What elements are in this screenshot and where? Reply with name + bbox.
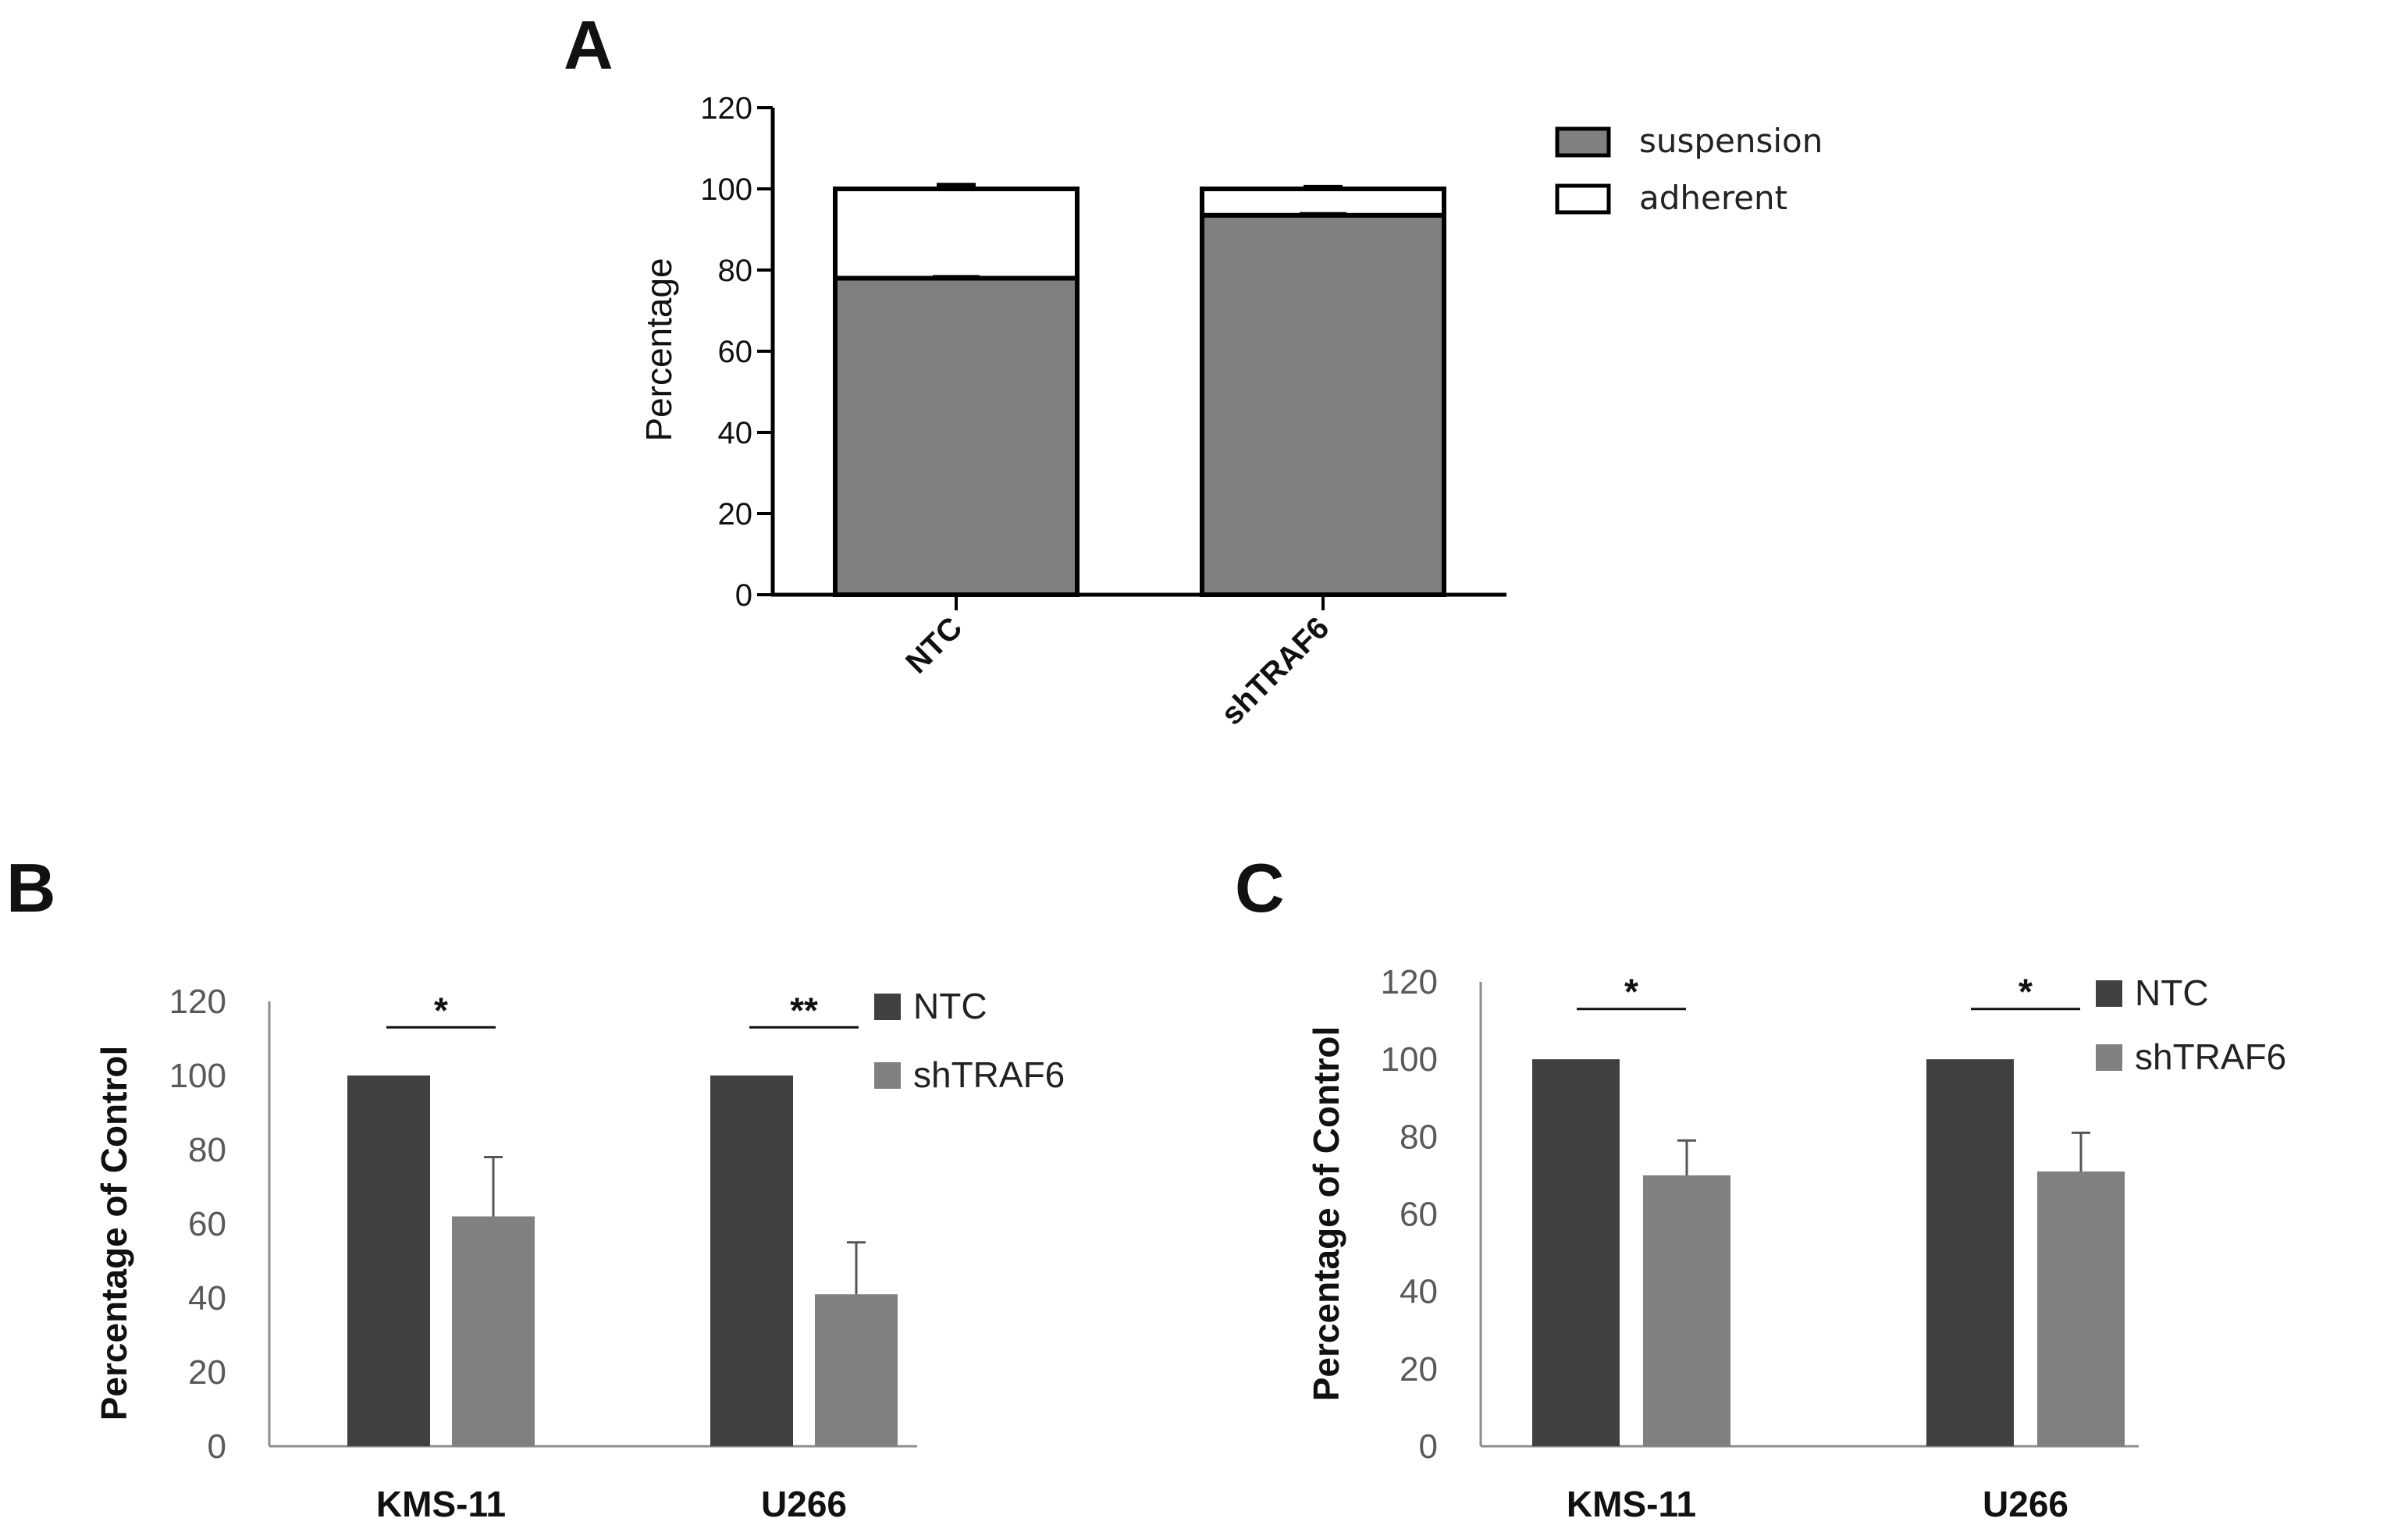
panel-a-y-tick-label: 80: [718, 254, 753, 288]
panel-b-legend-swatch-NTC: [874, 994, 901, 1020]
panel-c-significance-marker: *: [1624, 972, 1638, 1012]
panel-c-y-tick-label: 100: [1381, 1040, 1438, 1079]
panel-c-bar-NTC: [1532, 1059, 1620, 1446]
panel-b-bar-shTRAF6: [815, 1294, 898, 1446]
panel-c-legend-label: NTC: [2135, 972, 2209, 1013]
panel-c-y-tick-label: 20: [1400, 1350, 1438, 1388]
panel-b-legend-label: shTRAF6: [913, 1054, 1065, 1095]
panel-a-y-tick-label: 100: [700, 172, 752, 207]
panel-a-legend-label: adherent: [1639, 179, 1787, 217]
panel-b-significance-marker: **: [790, 990, 818, 1030]
panel-b-bar-NTC: [347, 1076, 430, 1446]
panel-b-y-tick-label: 80: [188, 1131, 226, 1169]
panel-a-y-tick-label: 20: [718, 497, 753, 532]
panel-a-y-tick-label: 60: [718, 335, 753, 369]
panel-a-bar-adherent: [833, 187, 1080, 281]
panel-b-significance-marker: *: [434, 990, 448, 1030]
panel-c-legend-swatch-NTC: [2096, 980, 2122, 1007]
panel-b-y-tick-label: 40: [188, 1279, 226, 1317]
panel-a-legend-label: suspension: [1639, 122, 1823, 160]
panel-a: A Percentage 0 20 40 60 80 100 120 NTC shTRAF6 susp…: [564, 6, 1823, 732]
panel-c-legend-swatch-shTRAF6: [2096, 1044, 2122, 1071]
panel-a-bar-suspension: [1200, 212, 1446, 597]
panel-c-y-tick-label: 40: [1400, 1273, 1438, 1311]
panel-b-y-axis-label: Percentage of Control: [94, 1046, 134, 1421]
panel-c-y-tick-label: 80: [1400, 1118, 1438, 1156]
panel-c-significance-marker: *: [2019, 972, 2033, 1012]
panel-b-bar-NTC: [710, 1076, 793, 1446]
panel-b-y-tick-label: 120: [169, 983, 226, 1021]
panel-b: B Percentage of Control 0 20 40 60 80 100 120 * KM…: [6, 849, 1065, 1524]
panel-b-letter: B: [6, 849, 56, 926]
panel-c-y-tick-label: 120: [1381, 963, 1438, 1001]
panel-a-bar-adherent: [1200, 187, 1446, 218]
panel-c-category-label: U266: [1983, 1484, 2068, 1524]
panel-b-y-tick-label: 60: [188, 1205, 226, 1243]
panel-a-y-axis-label: Percentage: [638, 258, 679, 441]
panel-a-legend-swatch-adherent: [1555, 183, 1611, 215]
panel-c-bar-NTC: [1926, 1059, 2014, 1446]
panel-b-y-tick-label: 100: [169, 1057, 226, 1095]
panel-b-category-label: KMS-11: [376, 1484, 506, 1524]
panel-b-legend-label: NTC: [913, 986, 987, 1026]
panel-a-category-label: shTRAF6: [1215, 610, 1336, 731]
panel-c-category-label: KMS-11: [1567, 1484, 1696, 1524]
panel-c: C Percentage of Control 0 20 40 60 80 100 120 * KM…: [1235, 849, 2286, 1524]
panel-a-y-tick-label: 0: [735, 578, 752, 613]
panel-c-bar-shTRAF6: [2037, 1171, 2125, 1446]
panel-c-y-tick-label: 60: [1400, 1196, 1438, 1234]
panel-a-y-tick-label: 40: [718, 416, 753, 450]
panel-b-y-tick-label: 20: [188, 1353, 226, 1392]
panel-c-y-tick-label: 0: [1419, 1428, 1438, 1466]
panel-c-letter: C: [1235, 849, 1285, 926]
panel-c-bar-shTRAF6: [1643, 1175, 1730, 1446]
panel-b-legend-swatch-shTRAF6: [874, 1062, 901, 1089]
panel-a-category-label: NTC: [899, 610, 969, 680]
panel-a-bar-suspension: [833, 276, 1080, 597]
panel-a-legend-swatch-suspension: [1555, 126, 1611, 158]
panel-b-category-label: U266: [761, 1484, 847, 1524]
panel-a-y-tick-label: 120: [700, 91, 752, 126]
panel-c-legend-label: shTRAF6: [2135, 1036, 2286, 1077]
panel-b-y-tick-label: 0: [208, 1428, 226, 1466]
panel-a-letter: A: [564, 6, 614, 84]
panel-b-bar-shTRAF6: [452, 1216, 535, 1446]
panel-c-y-axis-label: Percentage of Control: [1306, 1026, 1346, 1402]
